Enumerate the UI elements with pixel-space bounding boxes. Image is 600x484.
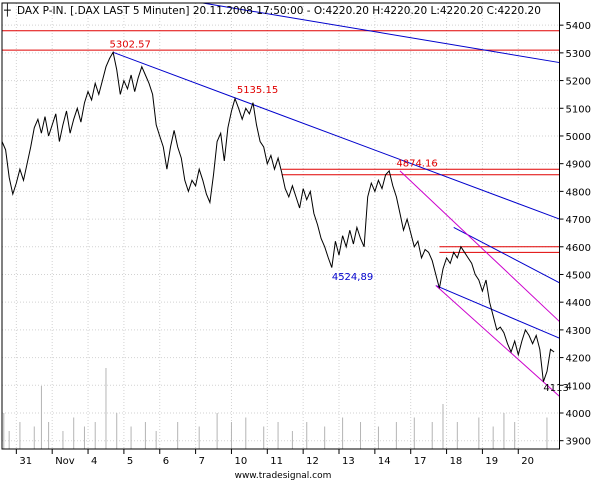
x-tick-label: 11: [270, 456, 283, 467]
trend-lines-layer: [112, 2, 560, 397]
y-tick-label: 4100: [566, 381, 591, 392]
x-tick-label: 20: [521, 456, 534, 467]
x-tick-label: 7: [199, 456, 205, 467]
price-annotation: 5302.57: [110, 39, 151, 50]
grid-layer: [2, 3, 560, 449]
trend-line: [453, 226, 560, 284]
price-series-layer: [1, 50, 555, 382]
price-annotation: 4874.16: [396, 158, 437, 169]
y-tick-label: 4300: [566, 326, 591, 337]
horizontal-lines-layer: [2, 30, 560, 253]
trend-line: [202, 2, 560, 64]
trend-line: [435, 285, 560, 339]
x-tick-label: 31: [19, 456, 32, 467]
plot-area-border: [1, 2, 560, 450]
y-tick-label: 4200: [566, 354, 591, 365]
annotations-layer: 5302.57 5135.15 4874.16 4524,89 4113: [110, 39, 569, 394]
crosshair-glyph: ┼: [3, 3, 11, 17]
price-annotation: 4113: [543, 383, 568, 394]
y-tick-label: 5400: [566, 21, 591, 32]
x-tick-label: 5: [127, 456, 133, 467]
x-tick-label: 19: [485, 456, 498, 467]
y-tick-label: 5000: [566, 132, 591, 143]
watermark: www.tradesignal.com: [235, 471, 332, 480]
chart-header: ┼ DAX P-IN. [.DAX LAST 5 Minuten] 20.11.…: [3, 3, 541, 17]
trend-line: [399, 170, 560, 322]
x-tick-label: 4: [91, 456, 97, 467]
x-tick-label: Nov: [55, 456, 75, 467]
trend-line: [435, 285, 560, 397]
price-annotation: 4524,89: [332, 272, 373, 283]
x-tick-label: 12: [306, 456, 319, 467]
y-tick-label: 4800: [566, 187, 591, 198]
y-axis: 5400 5300 5200 5100 5000 4900 4800 4700 4600 4500…: [559, 21, 591, 448]
x-tick-label: 13: [342, 456, 355, 467]
y-tick-label: 4900: [566, 160, 591, 171]
x-tick-label: 17: [414, 456, 427, 467]
x-axis: 31 Nov 4 5 6 7 10 11 12 13 14 17 18 19 20: [15, 449, 534, 467]
trend-line: [112, 51, 560, 220]
y-tick-label: 4700: [566, 215, 591, 226]
y-tick-label: 5200: [566, 77, 591, 88]
y-tick-label: 4000: [566, 409, 591, 420]
x-tick-label: 14: [378, 456, 391, 467]
price-annotation: 5135.15: [237, 85, 278, 96]
y-tick-label: 5100: [566, 104, 591, 115]
volume-layer: [3, 368, 548, 449]
y-tick-label: 3900: [566, 437, 591, 448]
chart-title: DAX P-IN. [.DAX LAST 5 Minuten] 20.11.20…: [17, 5, 541, 17]
x-tick-label: 10: [234, 456, 247, 467]
y-tick-label: 4400: [566, 298, 591, 309]
y-tick-label: 4600: [566, 243, 591, 254]
x-tick-label: 6: [163, 456, 169, 467]
price-line: [1, 50, 555, 382]
x-tick-label: 18: [450, 456, 463, 467]
y-tick-label: 4500: [566, 270, 591, 281]
y-tick-label: 5300: [566, 49, 591, 60]
